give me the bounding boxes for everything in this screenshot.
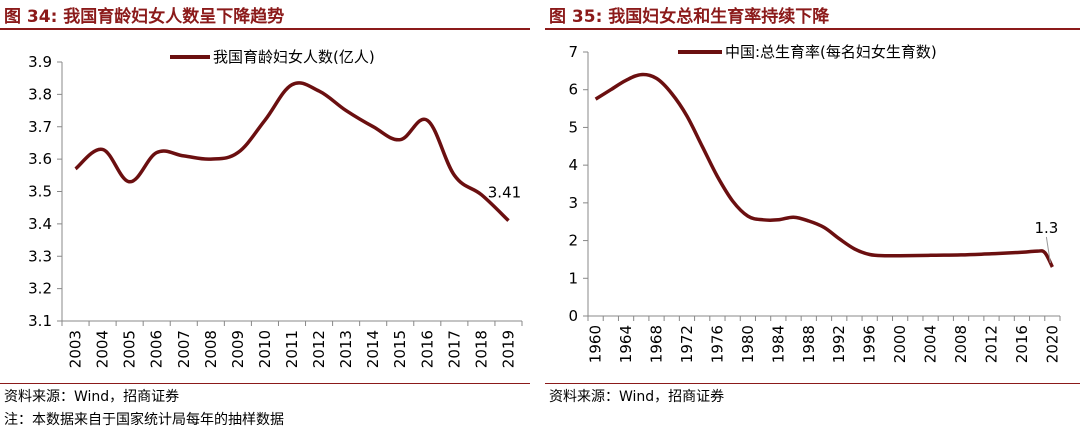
x-tick-label: 2000 bbox=[891, 325, 909, 363]
figure-35-end-label: 1.3 bbox=[1034, 219, 1058, 237]
x-tick-label: 2018 bbox=[472, 330, 490, 368]
figure-34-legend-label: 我国育龄妇女人数(亿人) bbox=[213, 48, 375, 66]
x-tick-label: 2017 bbox=[445, 330, 463, 368]
x-tick-label: 1960 bbox=[587, 325, 605, 363]
y-tick-label: 3.2 bbox=[28, 280, 52, 298]
x-tick-label: 2015 bbox=[391, 330, 409, 368]
x-tick-label: 1968 bbox=[648, 325, 666, 363]
y-tick-label: 5 bbox=[568, 118, 578, 136]
y-tick-label: 3.1 bbox=[28, 312, 52, 330]
x-tick-label: 2005 bbox=[121, 330, 139, 368]
x-tick-label: 2006 bbox=[148, 330, 166, 368]
figure-35-source-rule bbox=[545, 383, 1080, 384]
x-tick-label: 2014 bbox=[364, 330, 382, 368]
figure-35-title-rule bbox=[545, 28, 1080, 30]
x-tick-label: 2007 bbox=[175, 330, 193, 368]
figure-34-source: 资料来源：Wind，招商证券 bbox=[4, 389, 180, 405]
y-tick-label: 3.9 bbox=[28, 53, 52, 71]
figure-34-note: 注：本数据来自于国家统计局每年的抽样数据 bbox=[4, 412, 284, 428]
figure-35-series-line bbox=[594, 72, 1054, 268]
x-tick-label: 1964 bbox=[617, 325, 635, 363]
y-tick-label: 3.4 bbox=[28, 215, 52, 233]
x-tick-label: 2011 bbox=[283, 330, 301, 368]
x-tick-label: 2003 bbox=[67, 330, 85, 368]
x-tick-label: 2009 bbox=[229, 330, 247, 368]
y-tick-label: 3.8 bbox=[28, 85, 52, 103]
x-tick-label: 2012 bbox=[310, 330, 328, 368]
y-tick-label: 2 bbox=[568, 232, 578, 250]
x-tick-label: 1976 bbox=[708, 325, 726, 363]
figure-35-title: 图 35: 我国妇女总和生育率持续下降 bbox=[549, 7, 830, 27]
y-tick-label: 4 bbox=[568, 156, 578, 174]
figure-34-title-rule bbox=[0, 28, 530, 30]
figure-35-chart: 0 1 2 3 4 5 6 7 1960 1964 1968 1972 1976 1980 1984 1988… bbox=[568, 43, 1061, 363]
y-tick-label: 0 bbox=[568, 307, 578, 325]
y-tick-label: 3.3 bbox=[28, 247, 52, 265]
x-tick-label: 1992 bbox=[830, 325, 848, 363]
x-tick-label: 1980 bbox=[739, 325, 757, 363]
x-tick-label: 2004 bbox=[922, 325, 940, 363]
x-tick-label: 2019 bbox=[499, 330, 517, 368]
y-tick-label: 3 bbox=[568, 194, 578, 212]
figure-34-end-label: 3.41 bbox=[488, 184, 521, 202]
figure-35-axes: 0 1 2 3 4 5 6 7 1960 1964 1968 1972 1976 1980 1984 1988… bbox=[568, 43, 1061, 363]
x-tick-label: 2016 bbox=[418, 330, 436, 368]
y-tick-label: 3.6 bbox=[28, 150, 52, 168]
figure-34-series-line bbox=[74, 81, 510, 222]
y-tick-label: 7 bbox=[568, 43, 578, 61]
figure-34-legend: 我国育龄妇女人数(亿人) bbox=[170, 48, 375, 66]
x-tick-label: 1972 bbox=[678, 325, 696, 363]
x-tick-label: 2008 bbox=[952, 325, 970, 363]
x-tick-label: 1996 bbox=[861, 325, 879, 363]
x-tick-label: 2004 bbox=[94, 330, 112, 368]
x-tick-label: 2020 bbox=[1043, 325, 1061, 363]
figure-35-end-label-leader bbox=[1045, 236, 1051, 264]
x-tick-label: 2016 bbox=[1013, 325, 1031, 363]
x-tick-label: 1984 bbox=[769, 325, 787, 363]
y-tick-label: 6 bbox=[568, 81, 578, 99]
figure-34-title: 图 34: 我国育龄妇女人数呈下降趋势 bbox=[4, 7, 285, 27]
x-tick-label: 2013 bbox=[337, 330, 355, 368]
figure-35-legend-label: 中国:总生育率(每名妇女生育数) bbox=[725, 43, 937, 61]
figure-34-axes: 3.1 3.2 3.3 3.4 3.5 3.6 3.7 3.8 3.9 2003 2004 2005 2… bbox=[28, 53, 523, 368]
x-tick-label: 2010 bbox=[256, 330, 274, 368]
figure-34-source-rule bbox=[0, 383, 530, 384]
y-tick-label: 3.7 bbox=[28, 118, 52, 136]
figure-35-source: 资料来源：Wind，招商证券 bbox=[549, 389, 725, 405]
y-tick-label: 1 bbox=[568, 269, 578, 287]
x-tick-label: 1988 bbox=[800, 325, 818, 363]
x-tick-label: 2012 bbox=[982, 325, 1000, 363]
figure-35-legend: 中国:总生育率(每名妇女生育数) bbox=[678, 43, 937, 61]
x-tick-label: 2008 bbox=[202, 330, 220, 368]
y-tick-label: 3.5 bbox=[28, 183, 52, 201]
figure-34-chart: 3.1 3.2 3.3 3.4 3.5 3.6 3.7 3.8 3.9 2003 2004 2005 2… bbox=[28, 48, 523, 368]
